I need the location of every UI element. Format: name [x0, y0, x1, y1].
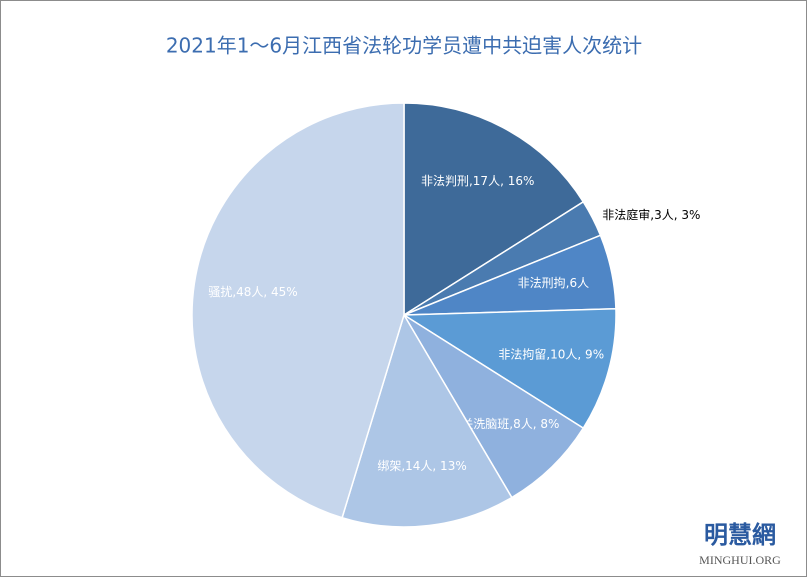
chart-title: 2021年1～6月江西省法轮功学员遭中共迫害人次统计 — [166, 34, 642, 58]
data-label: 骚扰,48人, 45% — [208, 285, 297, 299]
pie-slice — [191, 102, 405, 519]
data-label: 非法庭审,3人, 3% — [602, 207, 700, 222]
data-label: 绑架,14人, 13% — [377, 459, 466, 473]
data-label: 非法判刑,17人, 16% — [421, 174, 534, 188]
pie-slice — [403, 102, 585, 317]
data-label: 非法刑拘,6人 — [518, 276, 589, 290]
pie-slice — [403, 314, 585, 499]
pie: 非法判刑,17人, 16% 非法庭审,3人, 3% 非法刑拘,6人非法拘留,10人,… — [191, 102, 700, 528]
data-label: 非法拘留,10人, 9% — [498, 348, 604, 362]
watermark-site: MINGHUI.ORG — [699, 553, 781, 567]
data-label: 关洗脑班,8人, 8% — [461, 417, 559, 431]
pie-slice — [341, 313, 513, 528]
watermark-name: 明慧網 — [704, 521, 776, 549]
pie-slice — [401, 307, 617, 430]
